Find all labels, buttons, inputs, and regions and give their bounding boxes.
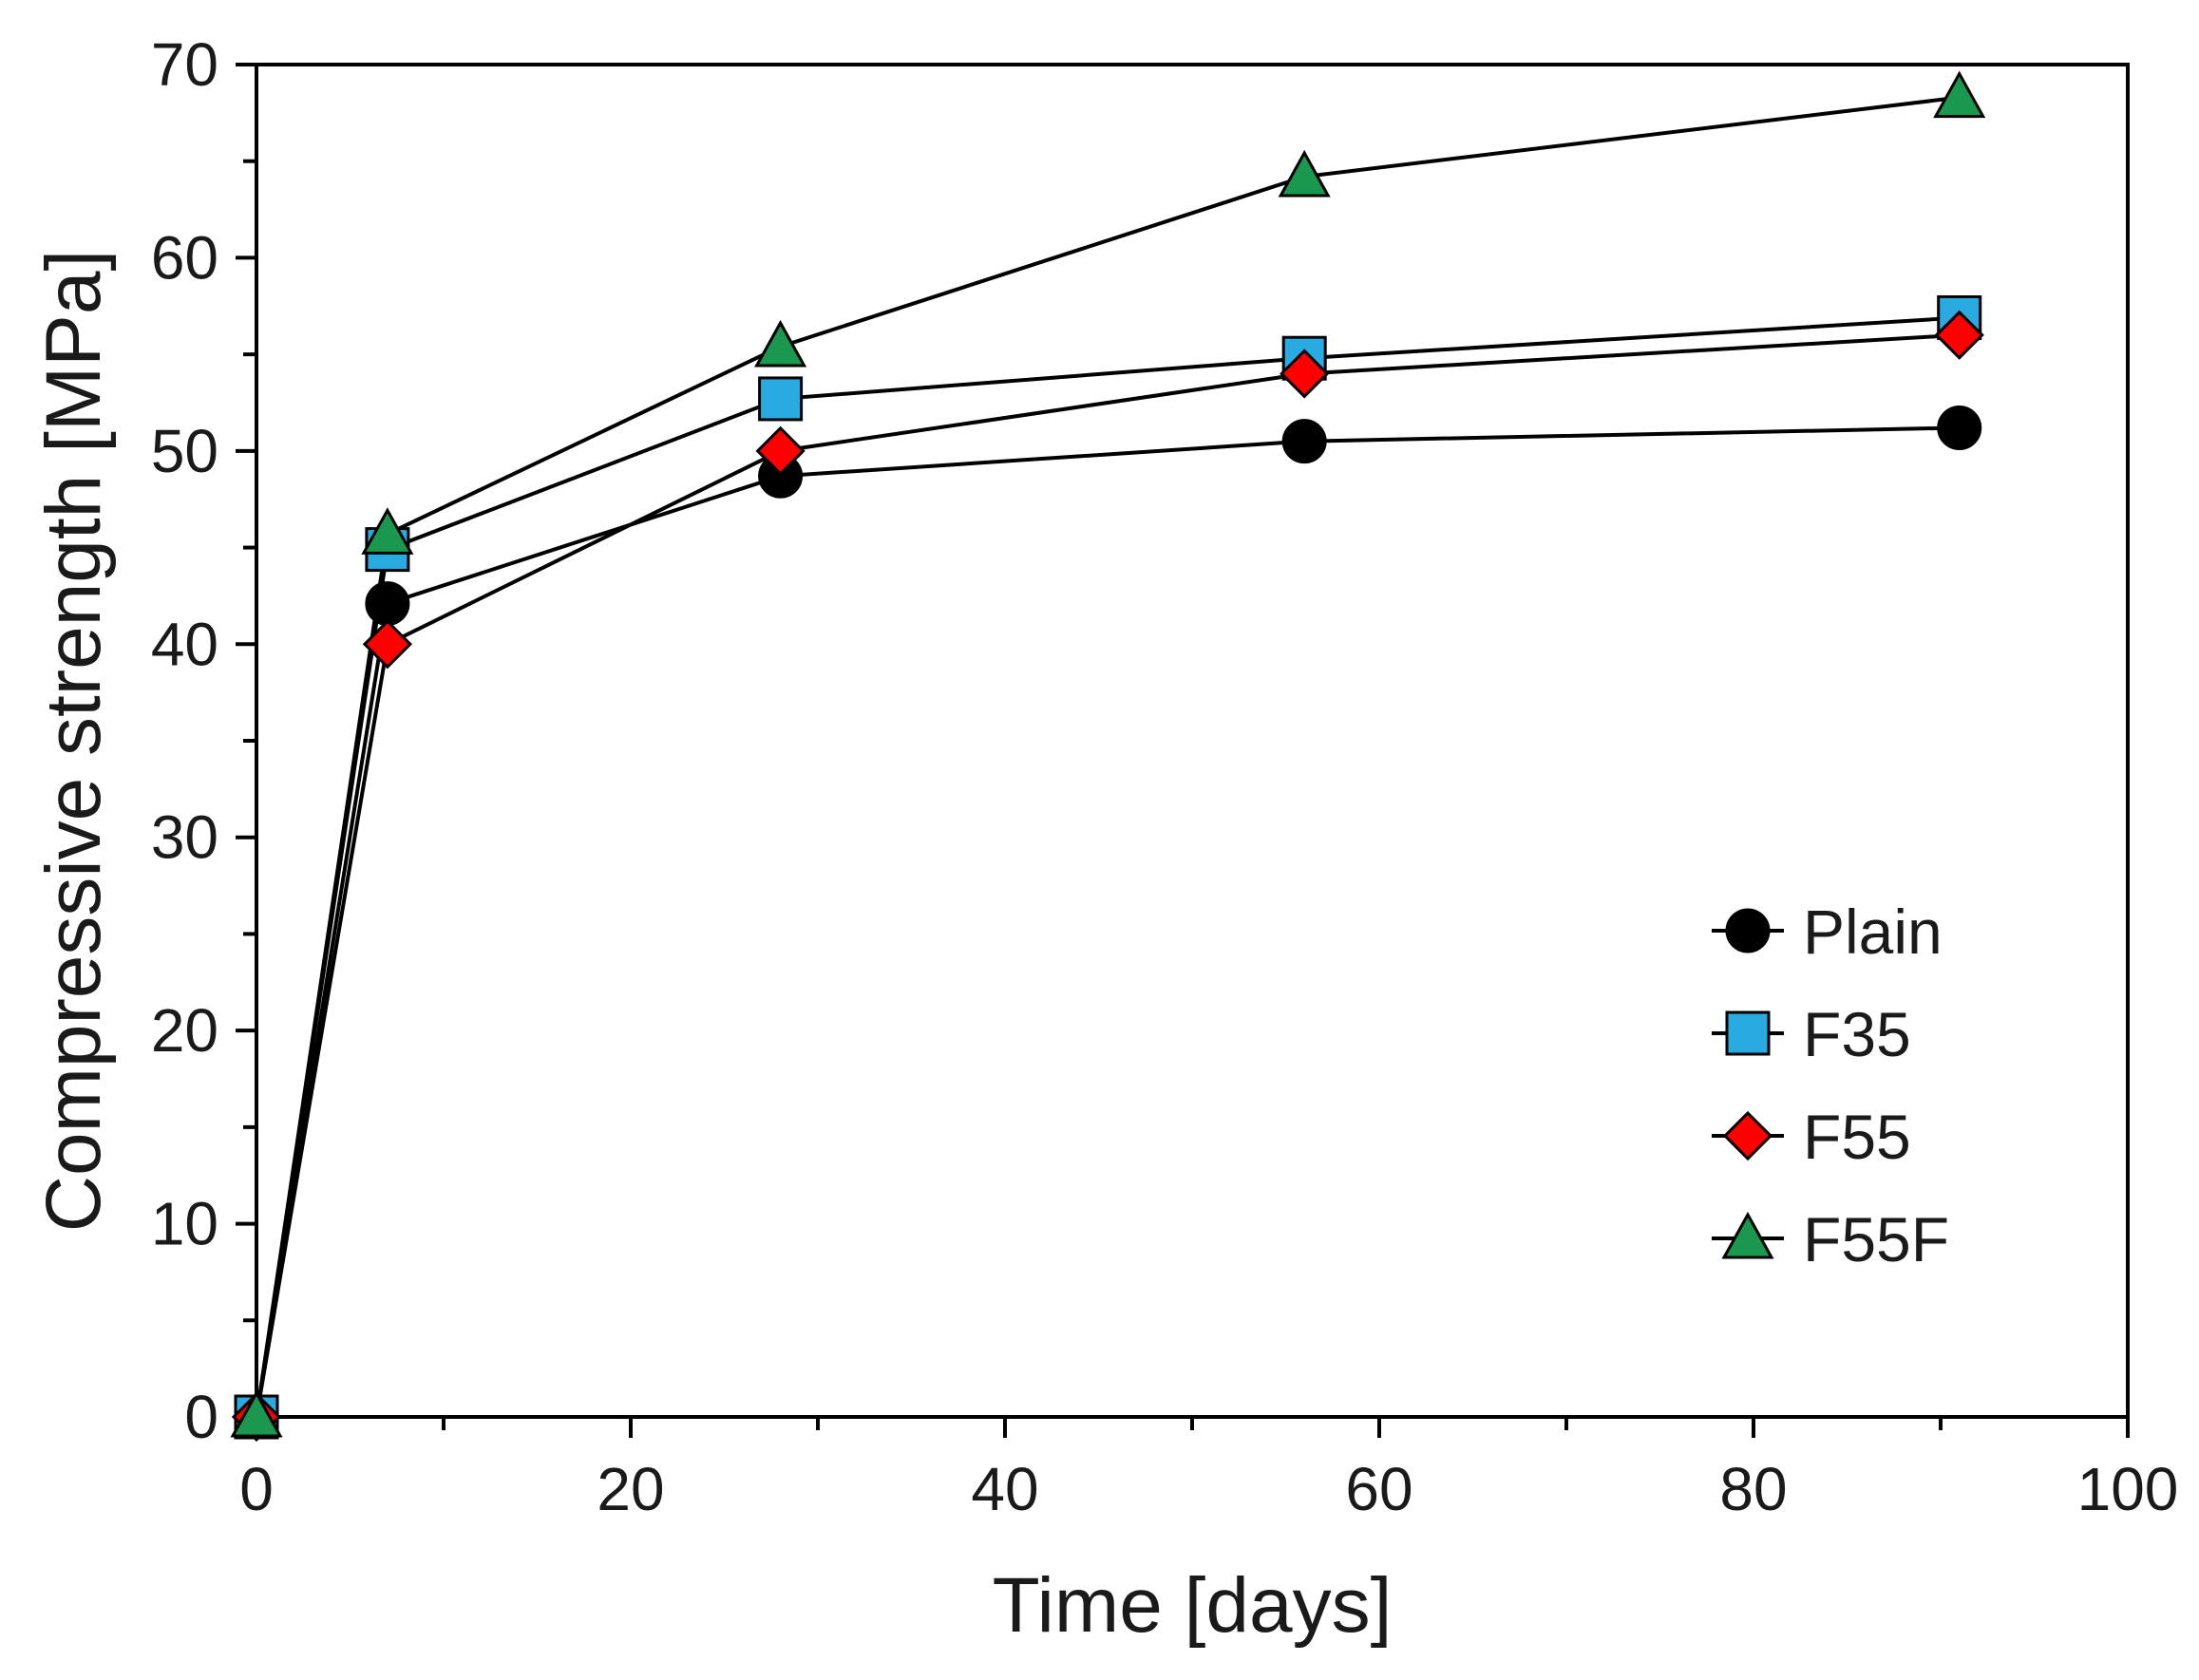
legend-label: F35 — [1803, 999, 1911, 1069]
legend-item-f55: F55 — [1712, 1102, 1911, 1172]
data-point-plain — [1281, 419, 1327, 464]
x-axis-title: Time [days] — [993, 1562, 1393, 1649]
y-tick-label: 20 — [151, 996, 218, 1065]
y-tick-label: 60 — [151, 223, 218, 292]
data-point-f55f — [1278, 149, 1331, 198]
legend-label: Plain — [1803, 897, 1943, 967]
legend-marker-f55 — [1722, 1110, 1773, 1161]
x-tick-label: 100 — [2077, 1455, 2179, 1523]
legend-marker-plain — [1725, 908, 1771, 953]
data-point-plain — [1937, 405, 1982, 450]
legend-label: F55F — [1803, 1204, 1949, 1274]
legend: Plain F35 F55 F55F — [1712, 897, 1949, 1274]
series-line-f55 — [255, 332, 1960, 1418]
x-tick-label: 20 — [597, 1455, 664, 1523]
x-tick-label: 80 — [1719, 1455, 1787, 1523]
data-point-f55f — [230, 1389, 283, 1438]
data-point-f55 — [362, 619, 413, 670]
y-tick-label: 50 — [151, 417, 218, 485]
data-point-f55 — [1934, 310, 1984, 360]
y-tick-label: 40 — [151, 610, 218, 678]
y-axis-title: Compressive strength [MPa] — [30, 250, 117, 1233]
data-point-f55 — [755, 425, 806, 476]
x-tick-label: 40 — [971, 1455, 1038, 1523]
legend-marker-f35 — [1725, 1010, 1771, 1056]
data-point-f35 — [758, 376, 804, 422]
y-tick-label: 0 — [184, 1383, 218, 1451]
series-line-plain — [255, 425, 1960, 1418]
tick-labels: 0 20 40 60 80 100 0 10 20 30 40 50 60 70 — [151, 30, 2179, 1523]
series-markers — [230, 70, 1986, 1443]
legend-item-f55f: F55F — [1712, 1204, 1949, 1274]
x-tick-label: 60 — [1345, 1455, 1412, 1523]
legend-label: F55 — [1803, 1102, 1911, 1172]
series-line-f35 — [255, 315, 1960, 1418]
data-point-f55f — [361, 507, 414, 555]
y-tick-label: 70 — [151, 30, 218, 99]
y-tick-label: 30 — [151, 803, 218, 872]
y-tick-label: 10 — [151, 1190, 218, 1258]
series-line-f55f — [255, 95, 1960, 1418]
legend-item-plain: Plain — [1712, 897, 1943, 967]
data-point-f55f — [1933, 70, 1986, 119]
x-tick-label: 0 — [239, 1455, 274, 1523]
data-point-f55 — [1280, 349, 1330, 399]
data-point-plain — [365, 581, 410, 627]
legend-item-f35: F35 — [1712, 999, 1911, 1069]
legend-marker-f55f — [1721, 1211, 1774, 1259]
series-lines — [255, 95, 1960, 1418]
data-point-f55f — [754, 319, 807, 368]
